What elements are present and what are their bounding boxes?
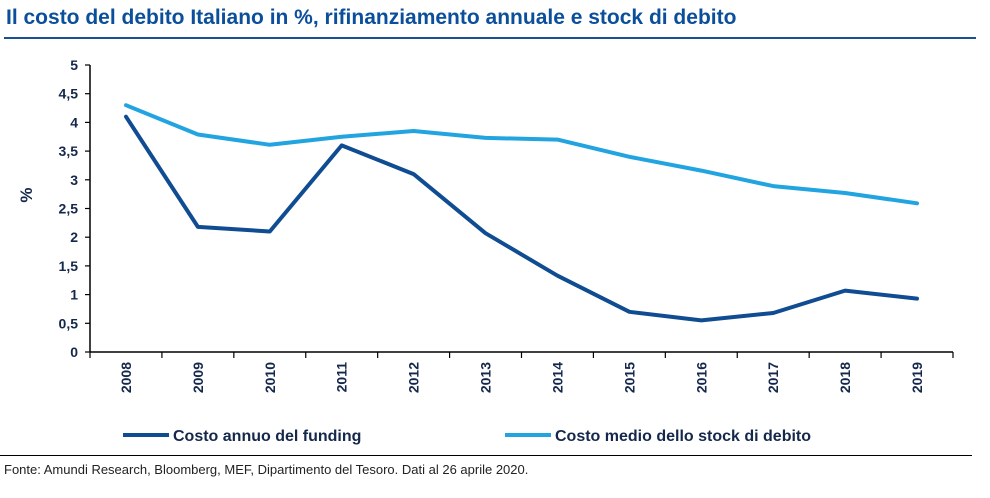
legend-label-0: Costo annuo del funding xyxy=(173,428,361,445)
x-tick-label: 2013 xyxy=(478,362,494,393)
legend: Costo annuo del funding Costo medio dello… xyxy=(123,428,811,445)
legend-label-1: Costo medio dello stock di debito xyxy=(555,428,811,445)
y-tick-label: 4,5 xyxy=(59,86,79,102)
y-tick-label: 3 xyxy=(70,172,78,188)
title-divider xyxy=(4,37,976,39)
x-tick-label: 2012 xyxy=(406,362,422,393)
x-tick-label: 2011 xyxy=(334,362,350,393)
source-note: Fonte: Amundi Research, Bloomberg, MEF, … xyxy=(4,462,529,477)
x-tick-label: 2008 xyxy=(118,362,134,393)
y-tick-label: 0 xyxy=(70,344,78,360)
x-tick-label: 2014 xyxy=(549,362,565,393)
x-tick-label: 2018 xyxy=(837,362,853,393)
y-tick-label: 0,5 xyxy=(59,315,79,331)
series-lines xyxy=(124,103,919,323)
series-line-1 xyxy=(124,103,919,206)
x-tick-label: 2017 xyxy=(765,362,781,393)
chart-title: Il costo del debito Italiano in %, rifin… xyxy=(6,6,737,29)
y-tick-label: 5 xyxy=(70,57,78,73)
x-tick-label: 2019 xyxy=(909,362,925,393)
y-tick-label: 4 xyxy=(70,114,78,130)
y-tick-label: 2,5 xyxy=(59,201,79,217)
y-tick-label: 2 xyxy=(70,229,78,245)
x-tick-label: 2009 xyxy=(190,362,206,393)
y-tick-label: 1 xyxy=(70,287,78,303)
x-tick-label: 2010 xyxy=(262,362,278,393)
line-chart: 0 0,5 1 1,5 2 2,5 3 3,5 4 4,5 5 2008 2009 2010 2011 201… xyxy=(17,57,954,445)
y-tick-label: 1,5 xyxy=(59,258,79,274)
x-tick-label: 2016 xyxy=(693,362,709,393)
x-tick-label: 2015 xyxy=(621,362,637,393)
y-tick-label: 3,5 xyxy=(59,143,79,159)
y-axis-title: % xyxy=(17,187,36,202)
source-divider xyxy=(0,455,972,456)
series-line-0 xyxy=(124,114,919,323)
axes: 0 0,5 1 1,5 2 2,5 3 3,5 4 4,5 5 2008 2009 2010 2011 201… xyxy=(17,57,954,393)
